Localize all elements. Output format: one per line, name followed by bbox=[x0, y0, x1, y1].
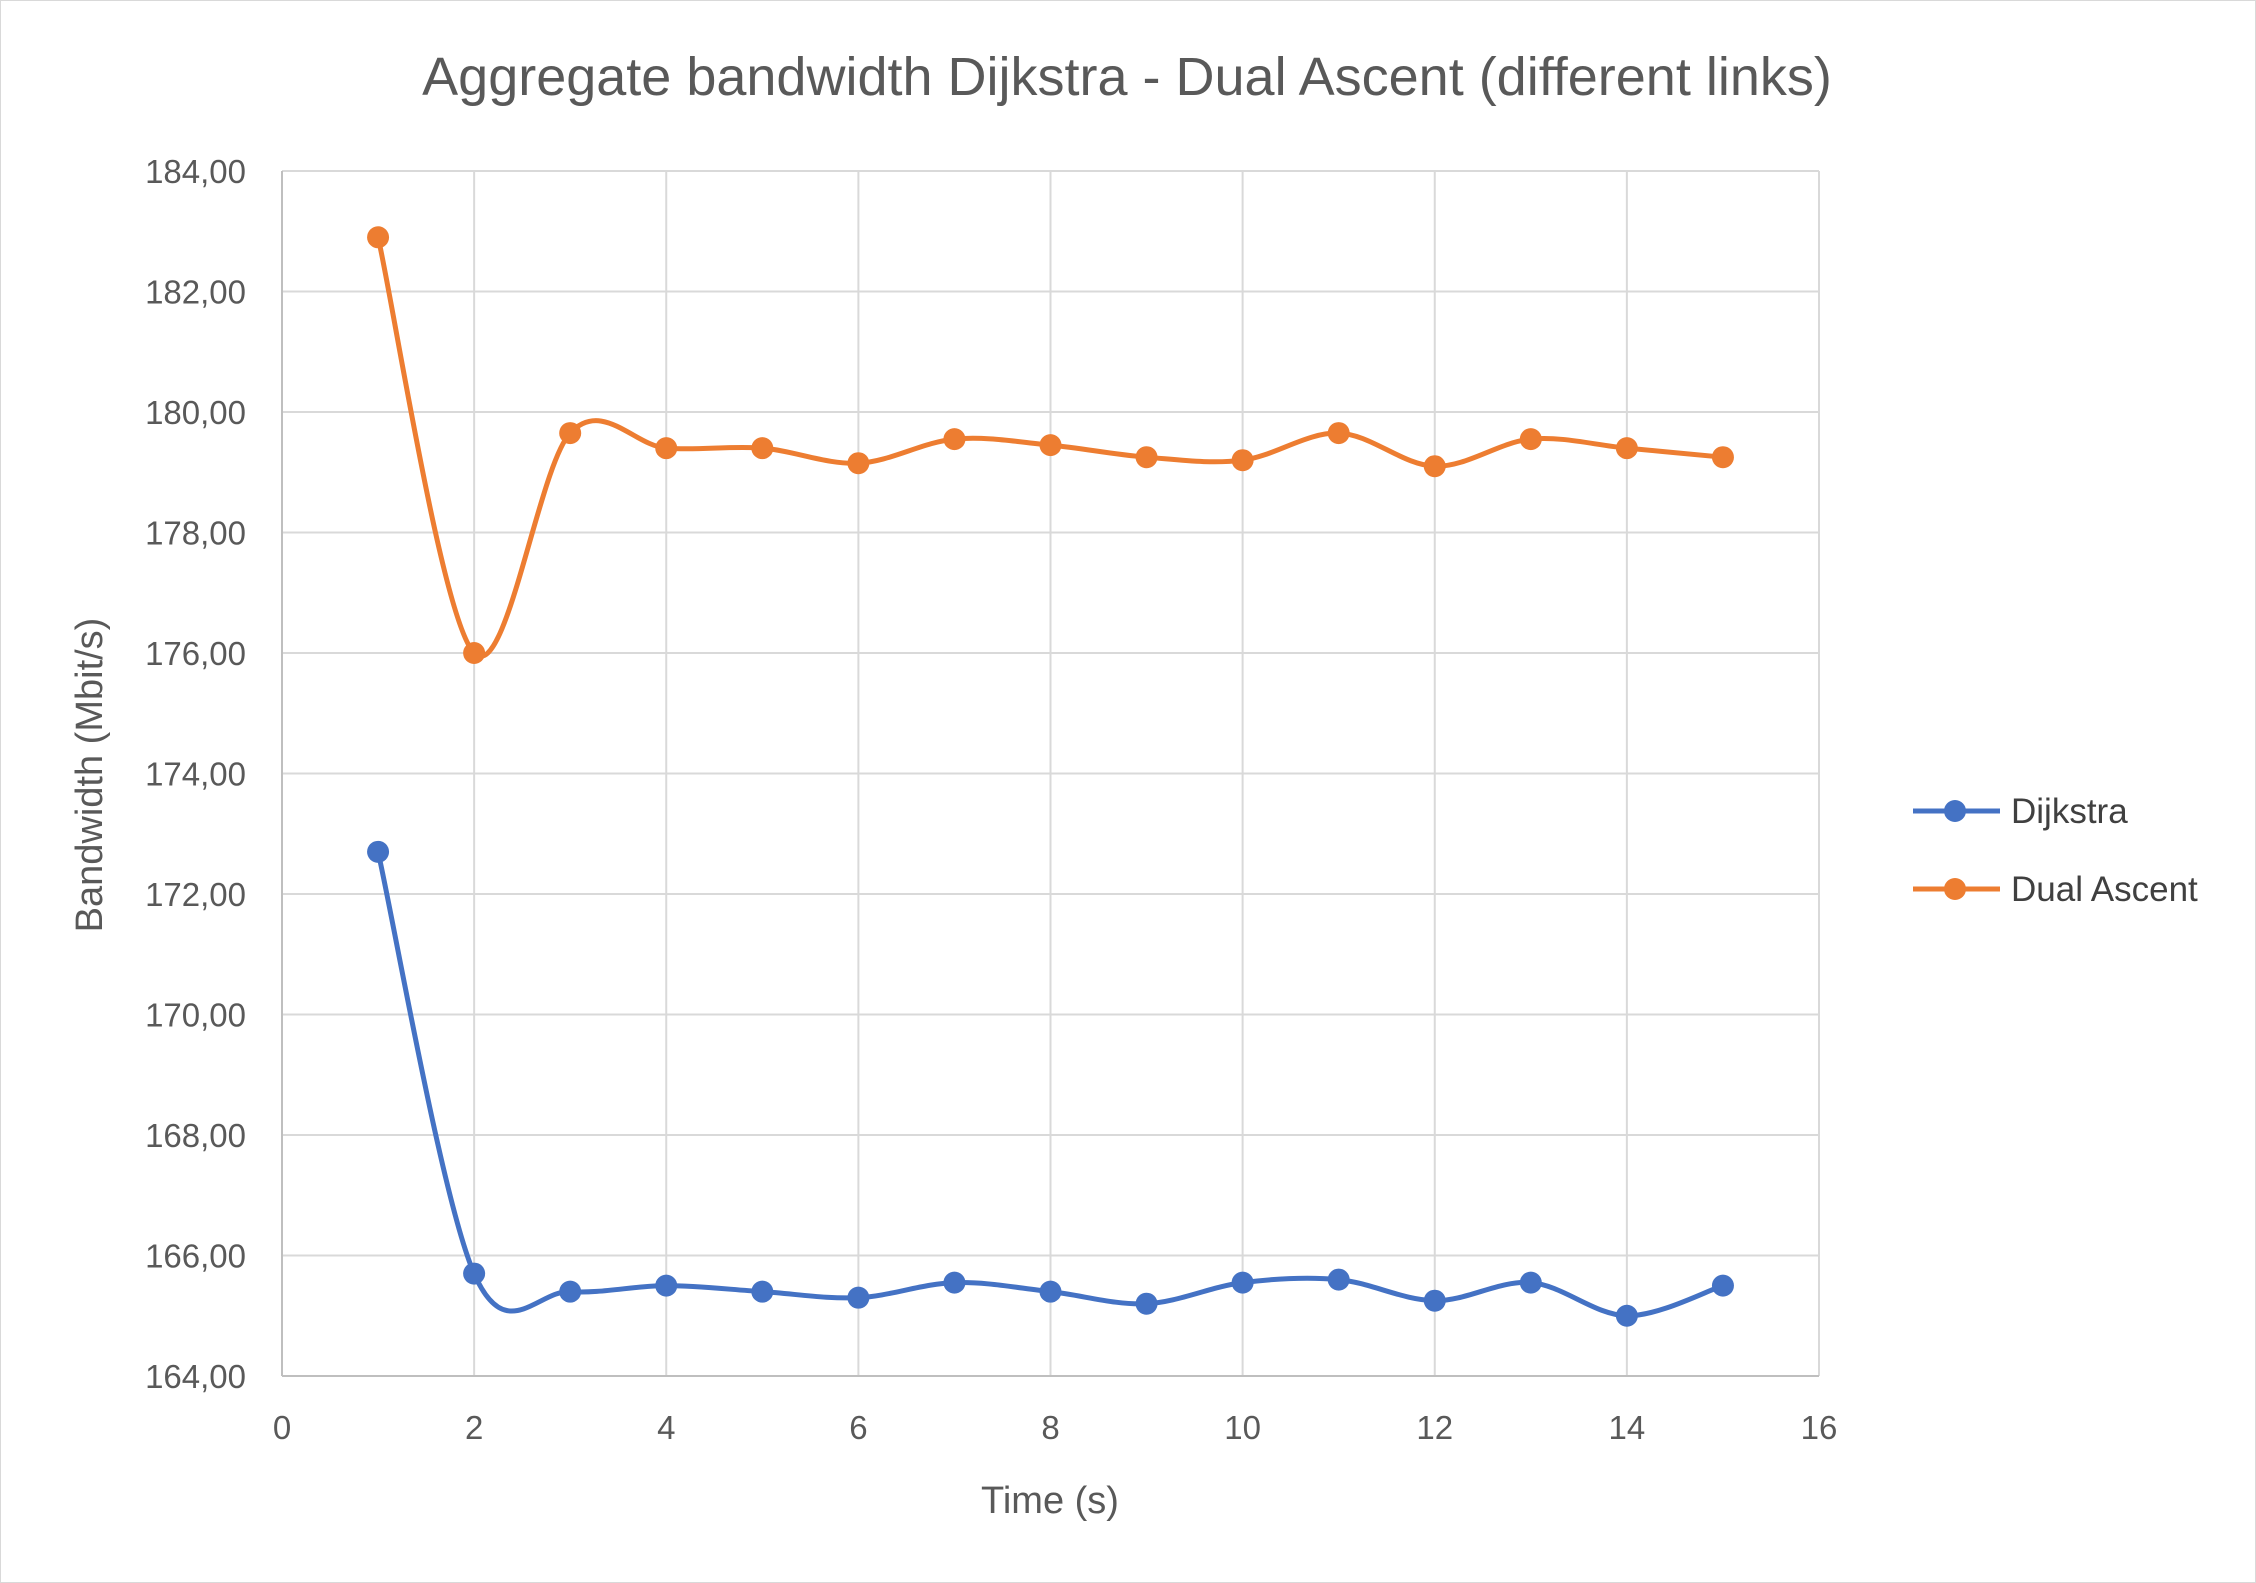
chart-title: Aggregate bandwidth Dijkstra - Dual Asce… bbox=[422, 47, 1832, 107]
x-tick-label: 4 bbox=[657, 1409, 675, 1446]
series-dual-ascent bbox=[367, 226, 1734, 664]
data-point-dijkstra bbox=[847, 1286, 870, 1309]
data-point-dijkstra bbox=[367, 840, 390, 863]
data-point-dual-ascent bbox=[1423, 455, 1446, 478]
y-tick-label: 176,00 bbox=[145, 635, 246, 672]
legend-marker-dual-ascent bbox=[1944, 878, 1966, 900]
data-point-dual-ascent bbox=[751, 437, 774, 460]
data-point-dual-ascent bbox=[655, 437, 678, 460]
data-point-dual-ascent bbox=[1519, 428, 1542, 451]
data-point-dual-ascent bbox=[943, 428, 966, 451]
x-tick-label: 8 bbox=[1041, 1409, 1059, 1446]
y-tick-label: 166,00 bbox=[145, 1238, 246, 1275]
data-point-dijkstra bbox=[1615, 1304, 1638, 1327]
series-line-dijkstra bbox=[375, 849, 1726, 1319]
series-line-dual-ascent bbox=[375, 234, 1726, 659]
data-point-dual-ascent bbox=[1327, 422, 1350, 445]
x-tick-label: 0 bbox=[273, 1409, 291, 1446]
data-point-dijkstra bbox=[943, 1271, 966, 1294]
x-tick-label: 10 bbox=[1224, 1409, 1261, 1446]
y-tick-label: 182,00 bbox=[145, 274, 246, 311]
gridlines bbox=[281, 170, 1820, 1377]
data-point-dijkstra bbox=[1711, 1274, 1734, 1297]
x-tick-label: 14 bbox=[1609, 1409, 1646, 1446]
y-tick-label: 172,00 bbox=[145, 876, 246, 913]
data-point-dijkstra bbox=[1327, 1268, 1350, 1291]
x-tick-label: 6 bbox=[849, 1409, 867, 1446]
data-point-dijkstra bbox=[1039, 1280, 1062, 1303]
y-tick-label: 164,00 bbox=[145, 1358, 246, 1395]
data-point-dual-ascent bbox=[559, 422, 582, 445]
data-point-dijkstra bbox=[559, 1280, 582, 1303]
x-tick-label: 2 bbox=[465, 1409, 483, 1446]
y-axis-title: Bandwidth (Mbit/s) bbox=[69, 618, 111, 933]
data-point-dual-ascent bbox=[1615, 437, 1638, 460]
y-tick-label: 178,00 bbox=[145, 515, 246, 552]
data-point-dual-ascent bbox=[1711, 446, 1734, 469]
y-tick-label: 170,00 bbox=[145, 997, 246, 1034]
legend: Dijkstra Dual Ascent bbox=[1913, 792, 2198, 909]
y-tick-label: 168,00 bbox=[145, 1117, 246, 1154]
data-point-dijkstra bbox=[1231, 1271, 1254, 1294]
legend-item-dijkstra: Dijkstra bbox=[1913, 792, 2128, 831]
data-point-dual-ascent bbox=[463, 642, 486, 664]
legend-marker-dijkstra bbox=[1944, 800, 1966, 822]
legend-label-dual-ascent: Dual Ascent bbox=[2011, 870, 2198, 909]
legend-label-dijkstra: Dijkstra bbox=[2011, 792, 2128, 831]
data-point-dual-ascent bbox=[847, 452, 870, 475]
series-group bbox=[367, 226, 1734, 1327]
data-point-dijkstra bbox=[1135, 1292, 1158, 1315]
tick-labels: 0 2 4 6 8 10 12 14 16 164,00 166,00 168,00 170,00 172… bbox=[145, 153, 1837, 1446]
y-tick-label: 180,00 bbox=[145, 394, 246, 431]
data-point-dual-ascent bbox=[1135, 446, 1158, 469]
data-point-dual-ascent bbox=[1231, 449, 1254, 472]
y-tick-label: 184,00 bbox=[145, 153, 246, 190]
legend-item-dual-ascent: Dual Ascent bbox=[1913, 870, 2198, 909]
data-point-dijkstra bbox=[1519, 1271, 1542, 1294]
data-point-dual-ascent bbox=[367, 226, 390, 249]
x-tick-label: 12 bbox=[1416, 1409, 1453, 1446]
x-tick-label: 16 bbox=[1801, 1409, 1838, 1446]
data-point-dual-ascent bbox=[1039, 434, 1062, 457]
series-dijkstra bbox=[367, 840, 1734, 1327]
data-point-dijkstra bbox=[1423, 1289, 1446, 1312]
y-tick-label: 174,00 bbox=[145, 756, 246, 793]
data-point-dijkstra bbox=[751, 1280, 774, 1303]
data-point-dijkstra bbox=[463, 1262, 486, 1285]
data-point-dijkstra bbox=[655, 1274, 678, 1297]
x-axis-title: Time (s) bbox=[981, 1480, 1119, 1522]
